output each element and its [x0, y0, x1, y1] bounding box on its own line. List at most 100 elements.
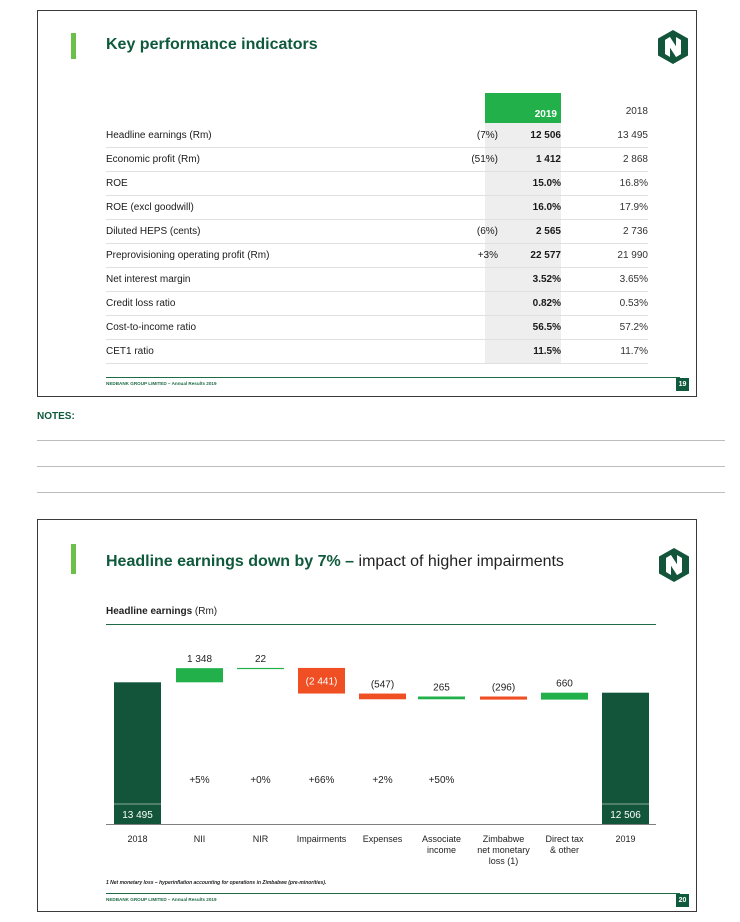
kpi-value-2019: 11.5%	[533, 346, 561, 357]
footer-text: NEDBANK GROUP LIMITED – Annual Results 2…	[106, 381, 217, 386]
kpi-value-2018: 17.9%	[619, 202, 648, 213]
waterfall-category-label: NIR	[253, 834, 269, 844]
kpi-table-row: Credit loss ratio 0.82% 0.53%	[106, 291, 648, 316]
chart-subtitle-unit: (Rm)	[194, 606, 218, 617]
kpi-value-2019: 12 506	[530, 130, 561, 141]
waterfall-category-label: net monetary	[477, 845, 530, 855]
kpi-value-2018: 21 990	[617, 250, 648, 261]
slide-title-bold: Headline earnings down by 7% –	[106, 553, 359, 570]
footer-rule	[106, 377, 680, 378]
waterfall-pct-label: +50%	[429, 775, 455, 786]
waterfall-category-label: 2018	[127, 834, 147, 844]
waterfall-category-label: Impairments	[297, 834, 347, 844]
kpi-label: Cost-to-income ratio	[106, 322, 197, 333]
slide-title: Headline earnings down by 7% – impact of…	[106, 553, 564, 571]
waterfall-category-label: Zimbabwe	[483, 834, 525, 844]
kpi-table-row: Net interest margin 3.52% 3.65%	[106, 267, 648, 292]
kpi-table-row: Headline earnings (Rm) (7%) 12 506 13 495	[106, 123, 648, 148]
waterfall-bar	[237, 667, 284, 670]
kpi-table-row: ROE (excl goodwill) 16.0% 17.9%	[106, 195, 648, 220]
page-number: 19	[676, 378, 689, 391]
waterfall-bar	[418, 696, 465, 700]
waterfall-value-label: 13 495	[122, 810, 153, 821]
kpi-label: Economic profit (Rm)	[106, 154, 200, 165]
kpi-value-2018: 3.65%	[619, 274, 648, 285]
kpi-table-row: CET1 ratio 11.5% 11.7%	[106, 339, 648, 364]
footer-text: NEDBANK GROUP LIMITED – Annual Results 2…	[106, 897, 217, 902]
kpi-table-row: Economic profit (Rm) (51%) 1 412 2 868	[106, 147, 648, 172]
kpi-label: ROE (excl goodwill)	[106, 202, 194, 213]
waterfall-category-label: Expenses	[363, 834, 403, 844]
waterfall-pct-label: +66%	[309, 775, 335, 786]
slide-title-light: impact of higher impairments	[358, 553, 564, 570]
kpi-value-2018: 11.7%	[620, 346, 648, 357]
page-number: 20	[676, 894, 689, 907]
headline-earnings-slide: Headline earnings down by 7% – impact of…	[37, 519, 697, 912]
kpi-table-row: ROE 15.0% 16.8%	[106, 171, 648, 196]
kpi-value-2019: 15.0%	[532, 178, 561, 189]
kpi-label: Net interest margin	[106, 274, 191, 285]
kpi-table-row: Diluted HEPS (cents) (6%) 2 565 2 736	[106, 219, 648, 244]
title-accent-bar	[71, 544, 76, 574]
waterfall-value-label: 22	[255, 654, 267, 665]
waterfall-bar	[176, 668, 223, 683]
kpi-label: Preprovisioning operating profit (Rm)	[106, 250, 270, 261]
chart-subtitle-bold: Headline earnings	[106, 606, 195, 617]
current-year-column-highlight	[485, 93, 561, 363]
kpi-value-2018: 0.53%	[619, 298, 648, 309]
waterfall-value-label: 1 348	[187, 654, 212, 665]
kpi-value-2019: 2 565	[535, 226, 561, 237]
waterfall-bar	[480, 696, 527, 700]
waterfall-value-label: (296)	[492, 683, 515, 694]
kpi-value-2018: 13 495	[617, 130, 648, 141]
kpi-change: (6%)	[476, 226, 498, 237]
waterfall-pct-label: +5%	[189, 775, 209, 786]
kpi-slide: Key performance indicators 2019 2018 Hea…	[37, 10, 697, 397]
title-accent-bar	[71, 33, 76, 59]
footer-rule	[106, 893, 680, 894]
kpi-value-2019: 1 412	[535, 154, 561, 165]
column-header-2018: 2018	[625, 106, 648, 117]
kpi-label: Credit loss ratio	[106, 298, 176, 309]
waterfall-category-label: 2019	[615, 834, 635, 844]
kpi-label: Headline earnings (Rm)	[106, 130, 212, 141]
waterfall-value-label: 660	[556, 679, 573, 690]
chart-subtitle-rule	[106, 624, 656, 625]
waterfall-category-label: loss (1)	[489, 856, 519, 866]
column-header-2019: 2019	[485, 93, 561, 123]
kpi-value-2018: 2 868	[622, 154, 648, 165]
waterfall-value-label: (547)	[371, 680, 394, 691]
kpi-value-2019: 16.0%	[532, 202, 561, 213]
waterfall-pct-label: +2%	[372, 775, 392, 786]
waterfall-value-label: (2 441)	[306, 677, 338, 688]
kpi-value-2018: 2 736	[622, 226, 648, 237]
kpi-change: (51%)	[471, 154, 498, 165]
kpi-value-2019: 22 577	[530, 250, 561, 261]
slide-title: Key performance indicators	[106, 36, 318, 53]
waterfall-value-label: 265	[433, 683, 450, 694]
waterfall-category-label: Direct tax	[545, 834, 584, 844]
waterfall-bar	[298, 667, 345, 694]
headline-earnings-waterfall-chart: 13 495 2018 1 348 +5% NII 22 +0% NIR (2 441) +66%…	[106, 654, 656, 866]
waterfall-bar	[359, 693, 406, 700]
waterfall-bar	[114, 682, 161, 824]
waterfall-category-label: NII	[194, 834, 206, 844]
nedbank-logo-icon	[658, 30, 688, 64]
nedbank-logo-icon	[659, 548, 689, 582]
waterfall-category-label: income	[427, 845, 456, 855]
waterfall-bar	[541, 692, 588, 700]
kpi-label: CET1 ratio	[106, 346, 154, 357]
kpi-value-2018: 16.8%	[619, 178, 648, 189]
kpi-change: +3%	[477, 250, 498, 261]
waterfall-category-label: Associate	[422, 834, 461, 844]
waterfall-category-label: & other	[550, 845, 579, 855]
kpi-table-row: Cost-to-income ratio 56.5% 57.2%	[106, 315, 648, 340]
kpi-value-2019: 3.52%	[532, 274, 561, 285]
kpi-change: (7%)	[476, 130, 498, 141]
notes-line	[37, 492, 725, 493]
chart-subtitle: Headline earnings (Rm)	[106, 606, 217, 617]
notes-line	[37, 440, 725, 441]
kpi-label: ROE	[106, 178, 128, 189]
kpi-value-2018: 57.2%	[619, 322, 648, 333]
kpi-label: Diluted HEPS (cents)	[106, 226, 201, 237]
